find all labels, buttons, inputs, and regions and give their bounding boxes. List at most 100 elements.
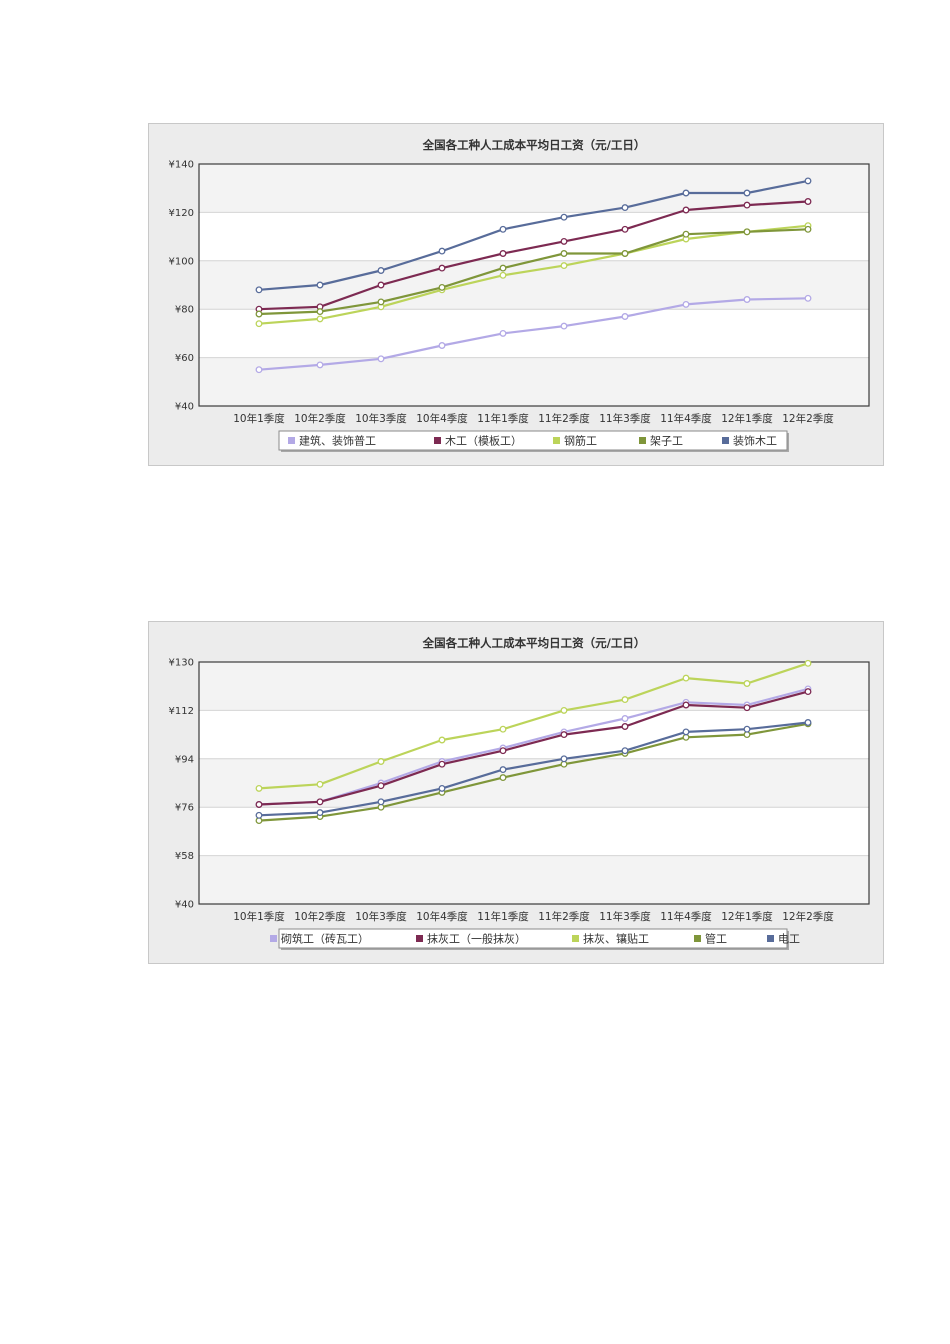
x-tick-label: 11年1季度 — [477, 412, 529, 425]
plot-band — [199, 260, 869, 310]
legend-label: 钢筋工 — [564, 434, 597, 448]
chart-title: 全国各工种人工成本平均日工资（元/工日） — [422, 636, 646, 650]
data-point — [377, 758, 385, 765]
legend-swatch — [767, 935, 774, 942]
data-point — [804, 719, 812, 726]
x-tick-label: 11年2季度 — [538, 412, 590, 425]
legend-box — [278, 928, 788, 949]
data-point — [743, 704, 751, 712]
data-point — [743, 189, 751, 197]
data-point — [560, 706, 568, 714]
data-point — [804, 198, 812, 205]
data-point — [621, 250, 629, 257]
data-point — [377, 782, 385, 790]
data-point — [682, 701, 690, 709]
data-point — [560, 731, 568, 739]
legend-label: 管工 — [705, 932, 727, 946]
data-point — [682, 674, 690, 682]
data-point — [438, 784, 446, 792]
y-tick-label: ¥100 — [169, 256, 194, 267]
legend-swatch — [553, 437, 560, 444]
x-tick-label: 10年2季度 — [294, 910, 346, 923]
y-tick-label: ¥140 — [169, 160, 194, 171]
data-point — [560, 237, 568, 245]
data-point — [499, 250, 507, 257]
x-tick-label: 11年4季度 — [660, 910, 712, 923]
data-point — [377, 298, 385, 306]
data-point — [804, 688, 812, 696]
data-point — [499, 264, 507, 272]
data-point — [377, 798, 385, 806]
y-tick-label: ¥120 — [169, 208, 194, 219]
data-point — [316, 281, 324, 289]
data-point — [438, 342, 446, 349]
data-point — [804, 225, 812, 233]
legend-label: 木工（模板工） — [445, 434, 522, 448]
y-tick-label: ¥112 — [169, 706, 194, 717]
x-tick-label: 11年2季度 — [538, 910, 590, 923]
x-tick-label: 12年2季度 — [782, 910, 834, 923]
data-point — [499, 766, 507, 774]
data-point — [499, 329, 507, 337]
data-point — [621, 225, 629, 233]
x-tick-label: 12年2季度 — [782, 412, 834, 425]
data-point — [621, 696, 629, 704]
plot-band — [199, 758, 869, 808]
x-tick-label: 10年4季度 — [416, 412, 468, 425]
y-tick-label: ¥80 — [175, 305, 194, 316]
series-line — [258, 224, 809, 325]
data-point — [499, 774, 507, 782]
data-point — [743, 228, 751, 236]
data-point — [804, 177, 812, 185]
data-point — [499, 225, 507, 233]
data-point — [621, 204, 629, 212]
y-tick-label: ¥130 — [169, 658, 194, 669]
chart-title: 全国各工种人工成本平均日工资（元/工日） — [422, 138, 646, 152]
y-tick-label: ¥58 — [175, 851, 194, 862]
series-line — [258, 687, 809, 806]
data-point — [438, 760, 446, 768]
legend-swatch — [639, 437, 646, 444]
x-tick-label: 12年1季度 — [721, 910, 773, 923]
data-point — [560, 322, 568, 330]
y-tick-label: ¥94 — [175, 754, 194, 765]
data-point — [255, 811, 263, 819]
data-point — [499, 725, 507, 733]
x-tick-label: 11年3季度 — [599, 412, 651, 425]
plot-border — [198, 661, 870, 905]
data-point — [316, 809, 324, 817]
data-point — [804, 294, 812, 302]
data-point — [621, 313, 629, 320]
x-tick-label: 10年3季度 — [355, 412, 407, 425]
x-tick-label: 11年1季度 — [477, 910, 529, 923]
y-tick-label: ¥76 — [175, 803, 194, 814]
legend-swatch — [722, 437, 729, 444]
data-point — [316, 361, 324, 369]
x-tick-label: 10年2季度 — [294, 412, 346, 425]
data-point — [743, 201, 751, 209]
x-tick-label: 10年3季度 — [355, 910, 407, 923]
x-tick-label: 11年4季度 — [660, 412, 712, 425]
data-point — [621, 747, 629, 755]
legend-label: 电工 — [778, 933, 800, 946]
data-point — [682, 230, 690, 238]
x-tick-label: 10年1季度 — [233, 910, 285, 923]
data-point — [255, 366, 263, 374]
data-point — [255, 784, 263, 792]
data-point — [255, 801, 263, 808]
data-point — [804, 659, 812, 667]
legend-box — [278, 430, 788, 451]
data-point — [377, 355, 385, 363]
series-line — [258, 690, 809, 806]
legend-label: 抹灰、镶贴工 — [583, 932, 649, 946]
data-point — [255, 320, 263, 328]
data-point — [743, 725, 751, 733]
data-point — [255, 310, 263, 318]
chart-panel-1: 全国各工种人工成本平均日工资（元/工日） ¥40 ¥60 ¥80 ¥100 ¥120 ¥14… — [148, 123, 884, 466]
legend-swatch — [434, 437, 441, 444]
x-tick-label: 10年4季度 — [416, 910, 468, 923]
x-tick-label: 10年1季度 — [233, 412, 285, 425]
series-line — [258, 722, 809, 822]
data-point — [438, 264, 446, 272]
data-point — [560, 213, 568, 221]
